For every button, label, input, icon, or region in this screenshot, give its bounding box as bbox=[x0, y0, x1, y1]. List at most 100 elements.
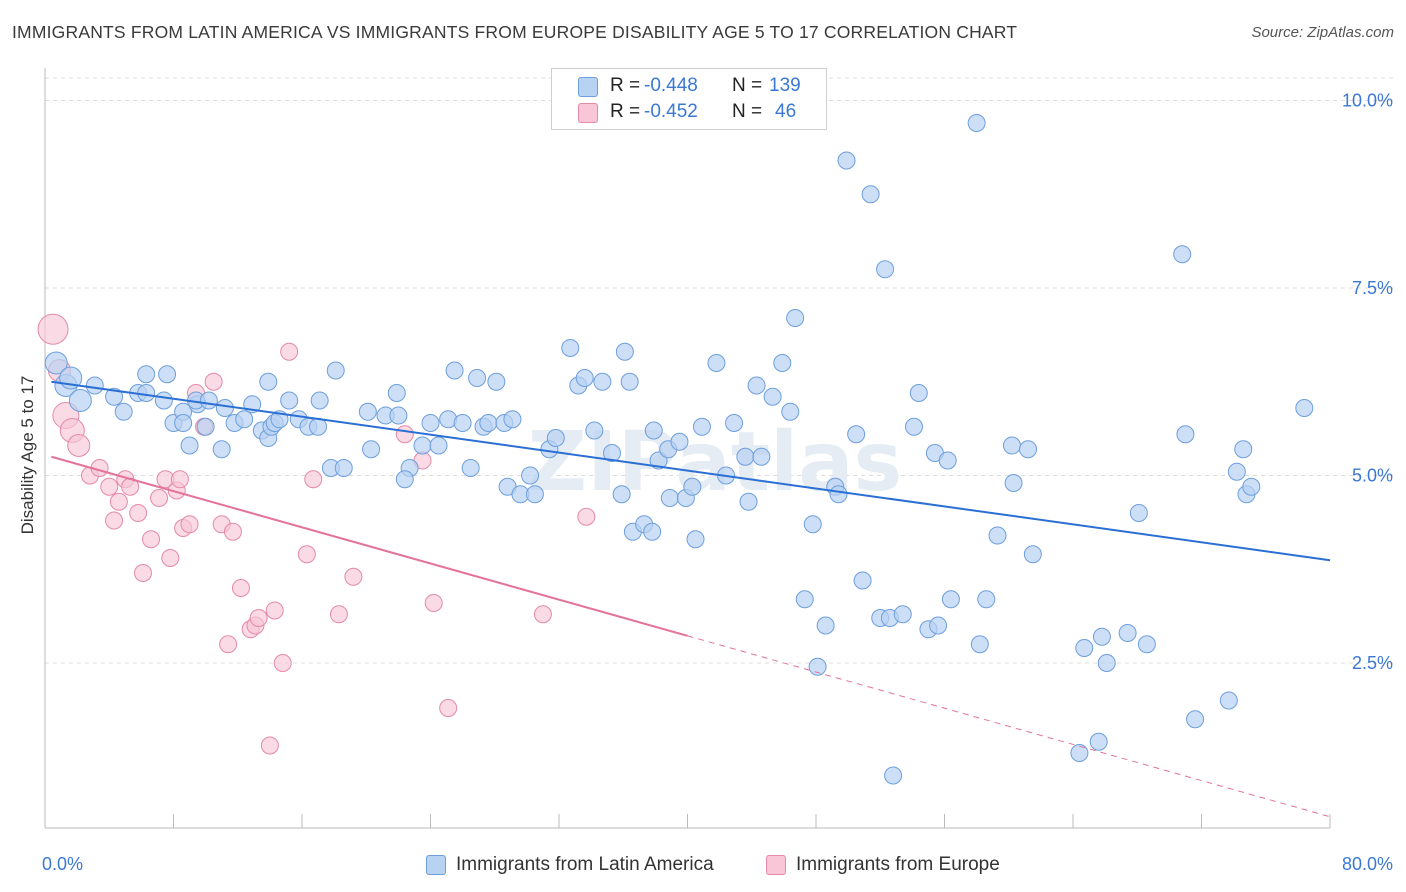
point-europe bbox=[67, 434, 91, 457]
point-latin-america bbox=[929, 616, 948, 635]
point-europe bbox=[105, 511, 124, 530]
point-latin-america bbox=[395, 470, 414, 489]
stats-n-label-2: N = bbox=[732, 101, 763, 122]
point-latin-america bbox=[1004, 474, 1023, 492]
point-europe bbox=[170, 470, 189, 489]
point-latin-america bbox=[235, 410, 254, 429]
point-latin-america bbox=[212, 440, 231, 459]
point-latin-america bbox=[334, 459, 353, 477]
series-latin-america-points bbox=[44, 114, 1314, 785]
point-latin-america bbox=[215, 399, 234, 417]
point-europe bbox=[329, 605, 348, 624]
point-europe bbox=[577, 507, 596, 526]
point-latin-america bbox=[546, 429, 565, 447]
trend-line-europe-extrapolated bbox=[687, 635, 1331, 818]
point-latin-america bbox=[816, 616, 835, 635]
trend-line-europe bbox=[51, 455, 688, 637]
y-tick-label-3: 10.0% bbox=[1342, 91, 1393, 111]
point-latin-america bbox=[795, 590, 814, 609]
point-latin-america bbox=[707, 354, 726, 372]
point-europe bbox=[424, 594, 443, 612]
point-latin-america bbox=[861, 185, 880, 204]
point-europe bbox=[533, 605, 552, 624]
point-latin-america bbox=[521, 466, 540, 485]
point-europe bbox=[100, 477, 119, 496]
point-latin-america bbox=[683, 477, 702, 496]
point-latin-america bbox=[725, 414, 744, 432]
legend-swatch-latin-america bbox=[426, 855, 446, 875]
point-latin-america bbox=[644, 421, 663, 440]
point-latin-america bbox=[909, 384, 928, 402]
trend-line-latin-america bbox=[51, 380, 1331, 562]
point-latin-america bbox=[326, 361, 345, 380]
point-latin-america bbox=[970, 635, 989, 654]
y-tick-labels: 2.5% 5.0% 7.5% 10.0% bbox=[1342, 91, 1393, 674]
legend-label-latin-america: Immigrants from Latin America bbox=[456, 854, 714, 875]
stats-swatch-latin-america bbox=[578, 77, 598, 97]
point-latin-america bbox=[1075, 639, 1094, 657]
point-latin-america bbox=[747, 376, 766, 395]
point-latin-america bbox=[837, 151, 856, 170]
point-latin-america bbox=[1118, 624, 1137, 642]
source-label: Source: ZipAtlas.com bbox=[1251, 24, 1394, 41]
stats-r-label-2: R = bbox=[610, 101, 641, 122]
point-latin-america bbox=[692, 417, 711, 436]
point-latin-america bbox=[154, 391, 173, 410]
point-europe bbox=[249, 609, 268, 627]
point-latin-america bbox=[180, 436, 199, 455]
point-latin-america bbox=[44, 351, 68, 375]
point-latin-america bbox=[1173, 245, 1192, 264]
point-europe bbox=[109, 492, 128, 511]
point-latin-america bbox=[941, 590, 960, 609]
point-latin-america bbox=[876, 260, 895, 279]
point-latin-america bbox=[763, 387, 782, 406]
point-europe bbox=[133, 564, 152, 582]
point-latin-america bbox=[988, 526, 1007, 545]
stats-swatch-europe bbox=[578, 103, 598, 123]
point-latin-america bbox=[358, 402, 377, 421]
point-latin-america bbox=[1186, 710, 1205, 729]
point-latin-america bbox=[643, 522, 662, 541]
point-latin-america bbox=[904, 417, 923, 436]
point-latin-america bbox=[85, 376, 104, 395]
stats-r-value-1: -0.448 bbox=[644, 75, 698, 96]
point-latin-america bbox=[803, 515, 822, 534]
point-europe bbox=[142, 530, 161, 549]
y-tick-label-0: 2.5% bbox=[1352, 653, 1393, 673]
point-latin-america bbox=[199, 391, 218, 410]
stats-n-label-1: N = bbox=[732, 75, 763, 96]
point-latin-america bbox=[781, 402, 800, 421]
point-latin-america bbox=[1137, 635, 1156, 654]
point-latin-america bbox=[752, 447, 771, 466]
point-latin-america bbox=[259, 372, 278, 391]
axes bbox=[44, 68, 1331, 829]
point-europe bbox=[304, 470, 323, 489]
series-europe-points bbox=[37, 313, 596, 755]
point-latin-america bbox=[429, 436, 448, 455]
x-tick-label-min: 0.0% bbox=[42, 854, 83, 874]
point-latin-america bbox=[137, 384, 156, 402]
point-latin-america bbox=[660, 489, 679, 507]
point-latin-america bbox=[468, 369, 487, 387]
y-tick-label-2: 7.5% bbox=[1352, 278, 1393, 298]
point-latin-america bbox=[1019, 440, 1038, 459]
stats-n-value-2: 46 bbox=[775, 101, 797, 122]
point-latin-america bbox=[670, 432, 689, 451]
point-latin-america bbox=[739, 492, 758, 511]
point-latin-america bbox=[1219, 691, 1238, 710]
point-latin-america bbox=[1295, 399, 1314, 417]
point-latin-america bbox=[158, 365, 177, 384]
point-latin-america bbox=[525, 485, 544, 504]
x-tick-labels: 0.0% 80.0% bbox=[42, 854, 1393, 874]
point-latin-america bbox=[893, 605, 912, 624]
point-latin-america bbox=[829, 485, 848, 504]
point-latin-america bbox=[413, 436, 432, 455]
point-europe bbox=[297, 545, 316, 564]
stats-n-value-1: 139 bbox=[769, 75, 801, 96]
legend-swatch-europe bbox=[766, 855, 786, 875]
point-latin-america bbox=[1089, 732, 1108, 751]
point-latin-america bbox=[1002, 436, 1021, 455]
point-latin-america bbox=[686, 530, 705, 549]
point-latin-america bbox=[503, 410, 522, 429]
point-latin-america bbox=[68, 389, 92, 412]
